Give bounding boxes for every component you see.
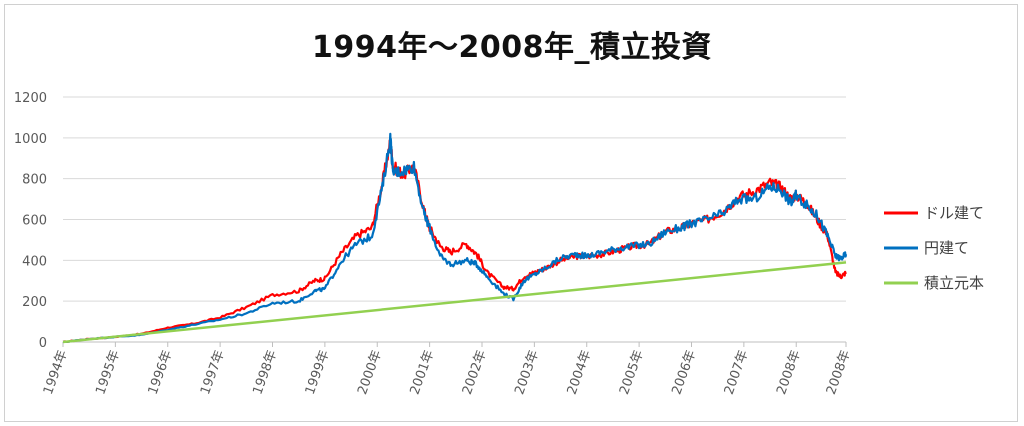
x-axis-ticks: 1994年 1995年 1996年 1997年 1998年 1999年 2000年 2001年…	[41, 342, 854, 397]
legend-label-1: 円建て	[924, 239, 969, 257]
x-tick-label: 1995年	[93, 348, 123, 396]
x-tick-label: 2004年	[565, 348, 595, 396]
y-axis-ticks: 0 200 400 600 800 1000 1200	[14, 91, 47, 351]
x-tick-label: 2002年	[460, 348, 490, 396]
gridlines	[63, 96, 846, 343]
y-tick-label: 200	[22, 295, 47, 310]
legend-label-0: ドル建て	[924, 204, 984, 222]
x-tick-label: 2005年	[617, 348, 647, 396]
chart-title: 1994年～2008年_積立投資	[312, 30, 712, 65]
series-line-2	[62, 261, 847, 344]
x-tick-label: 1994年	[41, 348, 71, 396]
x-tick-label: 2007年	[722, 348, 752, 396]
y-tick-label: 600	[22, 214, 47, 229]
y-tick-label: 800	[22, 173, 47, 188]
x-tick-label: 2008年	[774, 348, 804, 396]
x-tick-label: 2003年	[512, 348, 542, 396]
x-tick-label: 2000年	[355, 348, 385, 396]
y-tick-label: 400	[22, 254, 47, 269]
x-tick-label: 1999年	[303, 348, 333, 396]
x-tick-label: 2008年	[824, 348, 854, 396]
y-tick-label: 0	[39, 336, 47, 351]
x-tick-label: 2006年	[669, 348, 699, 396]
y-tick-label: 1200	[14, 91, 47, 106]
x-tick-label: 1997年	[198, 348, 228, 396]
chart-frame	[4, 4, 1018, 422]
x-tick-label: 1998年	[250, 348, 280, 396]
series-line-0	[62, 139, 847, 343]
y-tick-label: 1000	[14, 132, 47, 147]
series-line-1	[62, 132, 848, 343]
legend-label-2: 積立元本	[924, 274, 984, 292]
x-tick-label: 2001年	[408, 348, 438, 396]
series-lines	[62, 132, 848, 344]
x-tick-label: 1996年	[146, 348, 176, 396]
